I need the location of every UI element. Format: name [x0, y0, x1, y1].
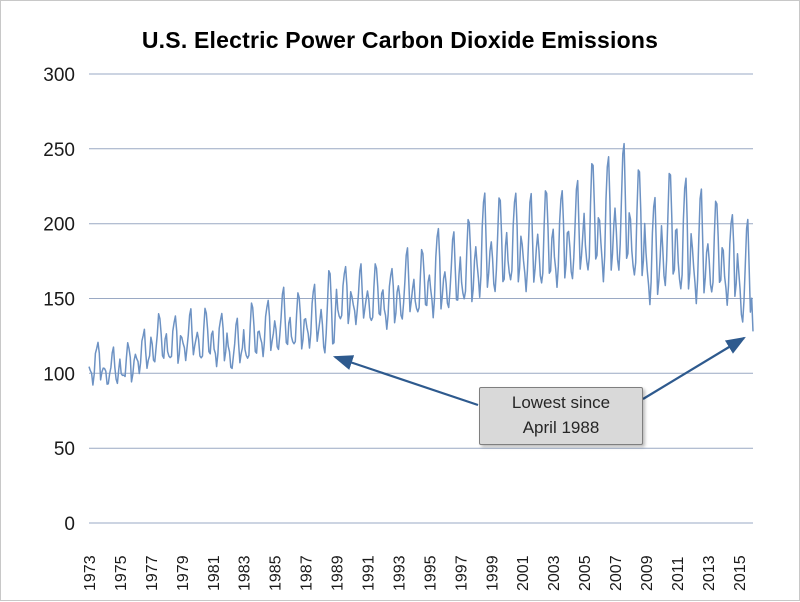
- annotation-arrow-left: [332, 355, 479, 407]
- y-axis-tick-label: 300: [43, 65, 75, 86]
- x-axis-tick-label: 1995: [422, 555, 439, 591]
- annotation-line-2: April 1988: [522, 418, 600, 437]
- x-axis-tick-label: 2003: [546, 555, 563, 591]
- x-axis-tick-label: 2009: [639, 555, 656, 591]
- x-axis-tick-label: 1993: [391, 555, 408, 591]
- x-axis-tick-label: 1989: [330, 555, 347, 591]
- x-axis-tick-label: 1975: [113, 555, 130, 591]
- y-axis-tick-label: 0: [64, 514, 75, 535]
- annotation-arrow-right: [642, 336, 746, 400]
- x-axis-tick-label: 2005: [577, 555, 594, 591]
- x-axis-tick-label: 2013: [701, 555, 718, 591]
- y-axis-tick-label: 100: [43, 364, 75, 385]
- x-axis-tick-label: 2001: [515, 555, 532, 591]
- x-axis-tick-label: 1997: [453, 555, 470, 591]
- y-axis-tick-label: 200: [43, 215, 75, 236]
- x-axis-tick-label: 1987: [299, 555, 316, 591]
- x-axis-tick-label: 1979: [175, 555, 192, 591]
- x-axis-tick-label: 1985: [268, 555, 285, 591]
- x-axis-tick-label: 1977: [144, 555, 161, 591]
- y-axis-tick-label: 250: [43, 140, 75, 161]
- x-axis-tick-label: 1973: [82, 555, 99, 591]
- y-axis-tick-label: 50: [54, 439, 75, 460]
- x-axis-tick-label: 2011: [670, 556, 687, 591]
- x-axis-tick-label: 2015: [732, 555, 749, 591]
- x-axis-tick-label: 1981: [206, 555, 223, 591]
- emissions-line: [88, 142, 754, 386]
- plot-area: 0 50 100 150 200 250 300 1973 1975 1977 1979 1981 19…: [43, 65, 754, 591]
- chart-title: U.S. Electric Power Carbon Dioxide Emiss…: [141, 27, 659, 53]
- x-axis-tick-label: 2007: [608, 555, 625, 591]
- annotation-line-1: Lowest since: [511, 393, 611, 413]
- x-axis-tick-label: 1991: [361, 555, 378, 591]
- annotation-box: Lowest since April 1988: [479, 387, 643, 445]
- x-axis-tick-label: 1983: [237, 555, 254, 591]
- x-axis-tick-label: 1999: [484, 555, 501, 591]
- y-axis-tick-label: 150: [43, 290, 75, 311]
